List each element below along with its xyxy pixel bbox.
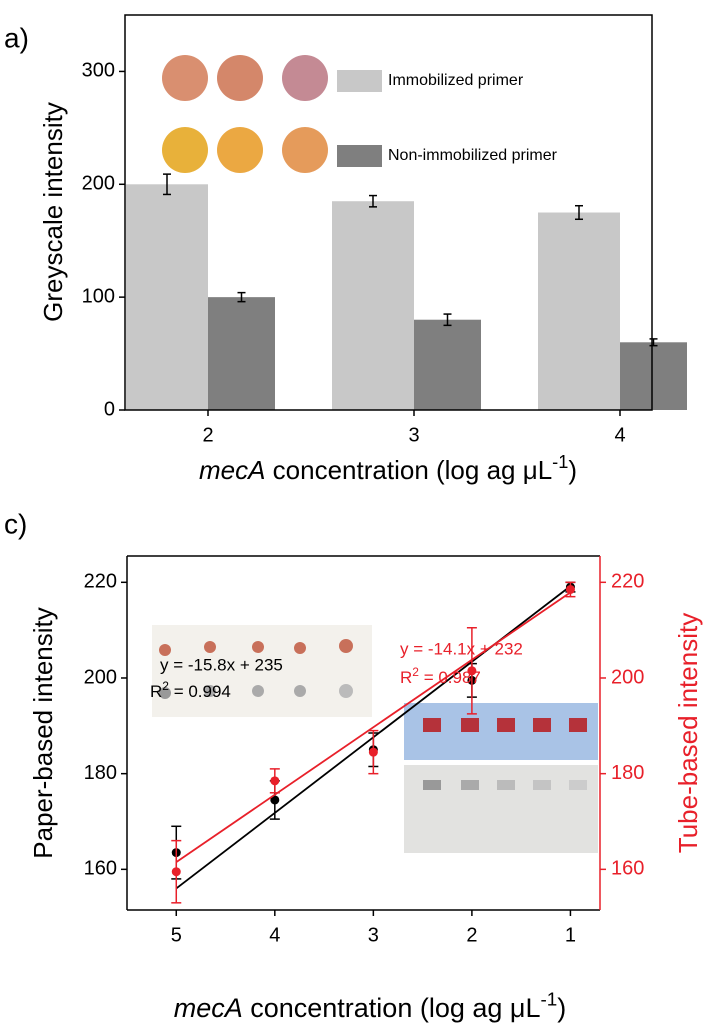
data-point: [467, 666, 477, 676]
x-axis-label-italic: mecA: [174, 993, 243, 1023]
x-tick-label: 5: [171, 924, 182, 946]
y-tick-label: 0: [104, 398, 115, 420]
x-tick-label: 1: [565, 924, 576, 946]
panel-label: c): [4, 508, 27, 539]
x-axis-label-end: ): [568, 455, 577, 485]
fit-equation: y = -15.8x + 235: [160, 655, 283, 674]
y-tick-label: 220: [84, 571, 117, 593]
fit-r2: R2 = 0.994: [150, 679, 231, 701]
fit-r2-sup: 2: [412, 665, 419, 679]
y2-tick-label: 220: [611, 571, 644, 593]
y-tick-label: 300: [82, 60, 115, 82]
fit-r2-symbol: R: [150, 682, 162, 701]
y-tick-label: 100: [82, 285, 115, 307]
fit-r2-symbol: R: [400, 668, 412, 687]
x-tick-label: 2: [202, 424, 213, 446]
bar: [126, 184, 208, 410]
x-tick-label: 4: [614, 424, 625, 446]
bar: [620, 342, 687, 410]
y-tick-label: 180: [84, 762, 117, 784]
fit-r2-text: = 0.987: [419, 668, 481, 687]
y2-axis-label: Tube-based intensity: [673, 613, 703, 853]
photo-inset: [162, 55, 328, 173]
y2-tick-label: 180: [611, 762, 644, 784]
x-tick-label: 2: [466, 924, 477, 946]
fit-line: [175, 591, 571, 863]
y-axis-label: Greyscale intensity: [38, 102, 68, 322]
x-axis-label-sup: -1: [540, 990, 557, 1011]
data-point: [368, 747, 378, 757]
data-point: [565, 584, 575, 594]
plot-frame: [124, 14, 653, 411]
x-axis-label-text: concentration (log ag μL: [243, 993, 541, 1023]
panel-label: a): [4, 22, 29, 53]
x-tick-label: 4: [269, 924, 280, 946]
bar: [414, 319, 481, 410]
fit-r2: R2 = 0.987: [400, 665, 481, 687]
y-axis-label: Paper-based intensity: [28, 607, 58, 858]
data-point: [270, 795, 280, 805]
y-tick-label: 200: [84, 666, 117, 688]
x-axis-label-italic: mecA: [199, 455, 265, 485]
x-axis-label: mecA concentration (log ag μL-1): [199, 452, 577, 485]
y2-tick-label: 160: [611, 858, 644, 880]
x-axis-label-text: concentration (log ag μL: [265, 455, 552, 485]
x-axis-label-sup: -1: [552, 452, 568, 472]
legend-label: Non-immobilized primer: [388, 147, 558, 164]
y-tick-label: 200: [82, 173, 115, 195]
bar: [208, 297, 275, 410]
x-axis-label: mecA concentration (log ag μL-1): [174, 990, 567, 1024]
photo-inset: [152, 625, 598, 853]
bar: [332, 201, 414, 410]
data-point: [171, 867, 181, 877]
x-axis-label-end: ): [557, 993, 566, 1023]
legend-swatch: [337, 70, 382, 92]
y2-tick-label: 200: [611, 666, 644, 688]
fit-equation: y = -14.1x + 232: [400, 639, 523, 658]
legend-swatch: [337, 145, 382, 167]
fit-r2-sup: 2: [162, 679, 169, 693]
x-tick-label: 3: [368, 924, 379, 946]
y-tick-label: 160: [84, 858, 117, 880]
fit-r2-text: = 0.994: [169, 682, 231, 701]
x-tick-label: 3: [408, 424, 419, 446]
bar: [538, 212, 620, 410]
legend-label: Immobilized primer: [388, 72, 524, 89]
data-point: [270, 776, 280, 786]
